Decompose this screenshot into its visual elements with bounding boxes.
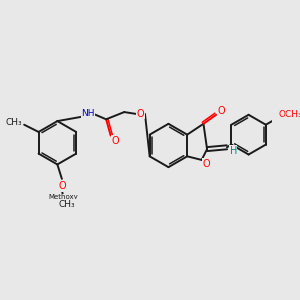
Text: NH: NH (81, 110, 95, 118)
Text: O: O (218, 106, 225, 116)
Text: OCH₃: OCH₃ (278, 110, 300, 119)
Text: H: H (230, 146, 237, 156)
Text: O: O (111, 136, 119, 146)
Text: CH₃: CH₃ (5, 118, 22, 127)
Text: Methoxy: Methoxy (49, 194, 79, 200)
Text: O: O (136, 109, 144, 119)
Text: O: O (58, 181, 66, 191)
Text: O: O (202, 158, 210, 169)
Text: CH₃: CH₃ (59, 200, 76, 209)
